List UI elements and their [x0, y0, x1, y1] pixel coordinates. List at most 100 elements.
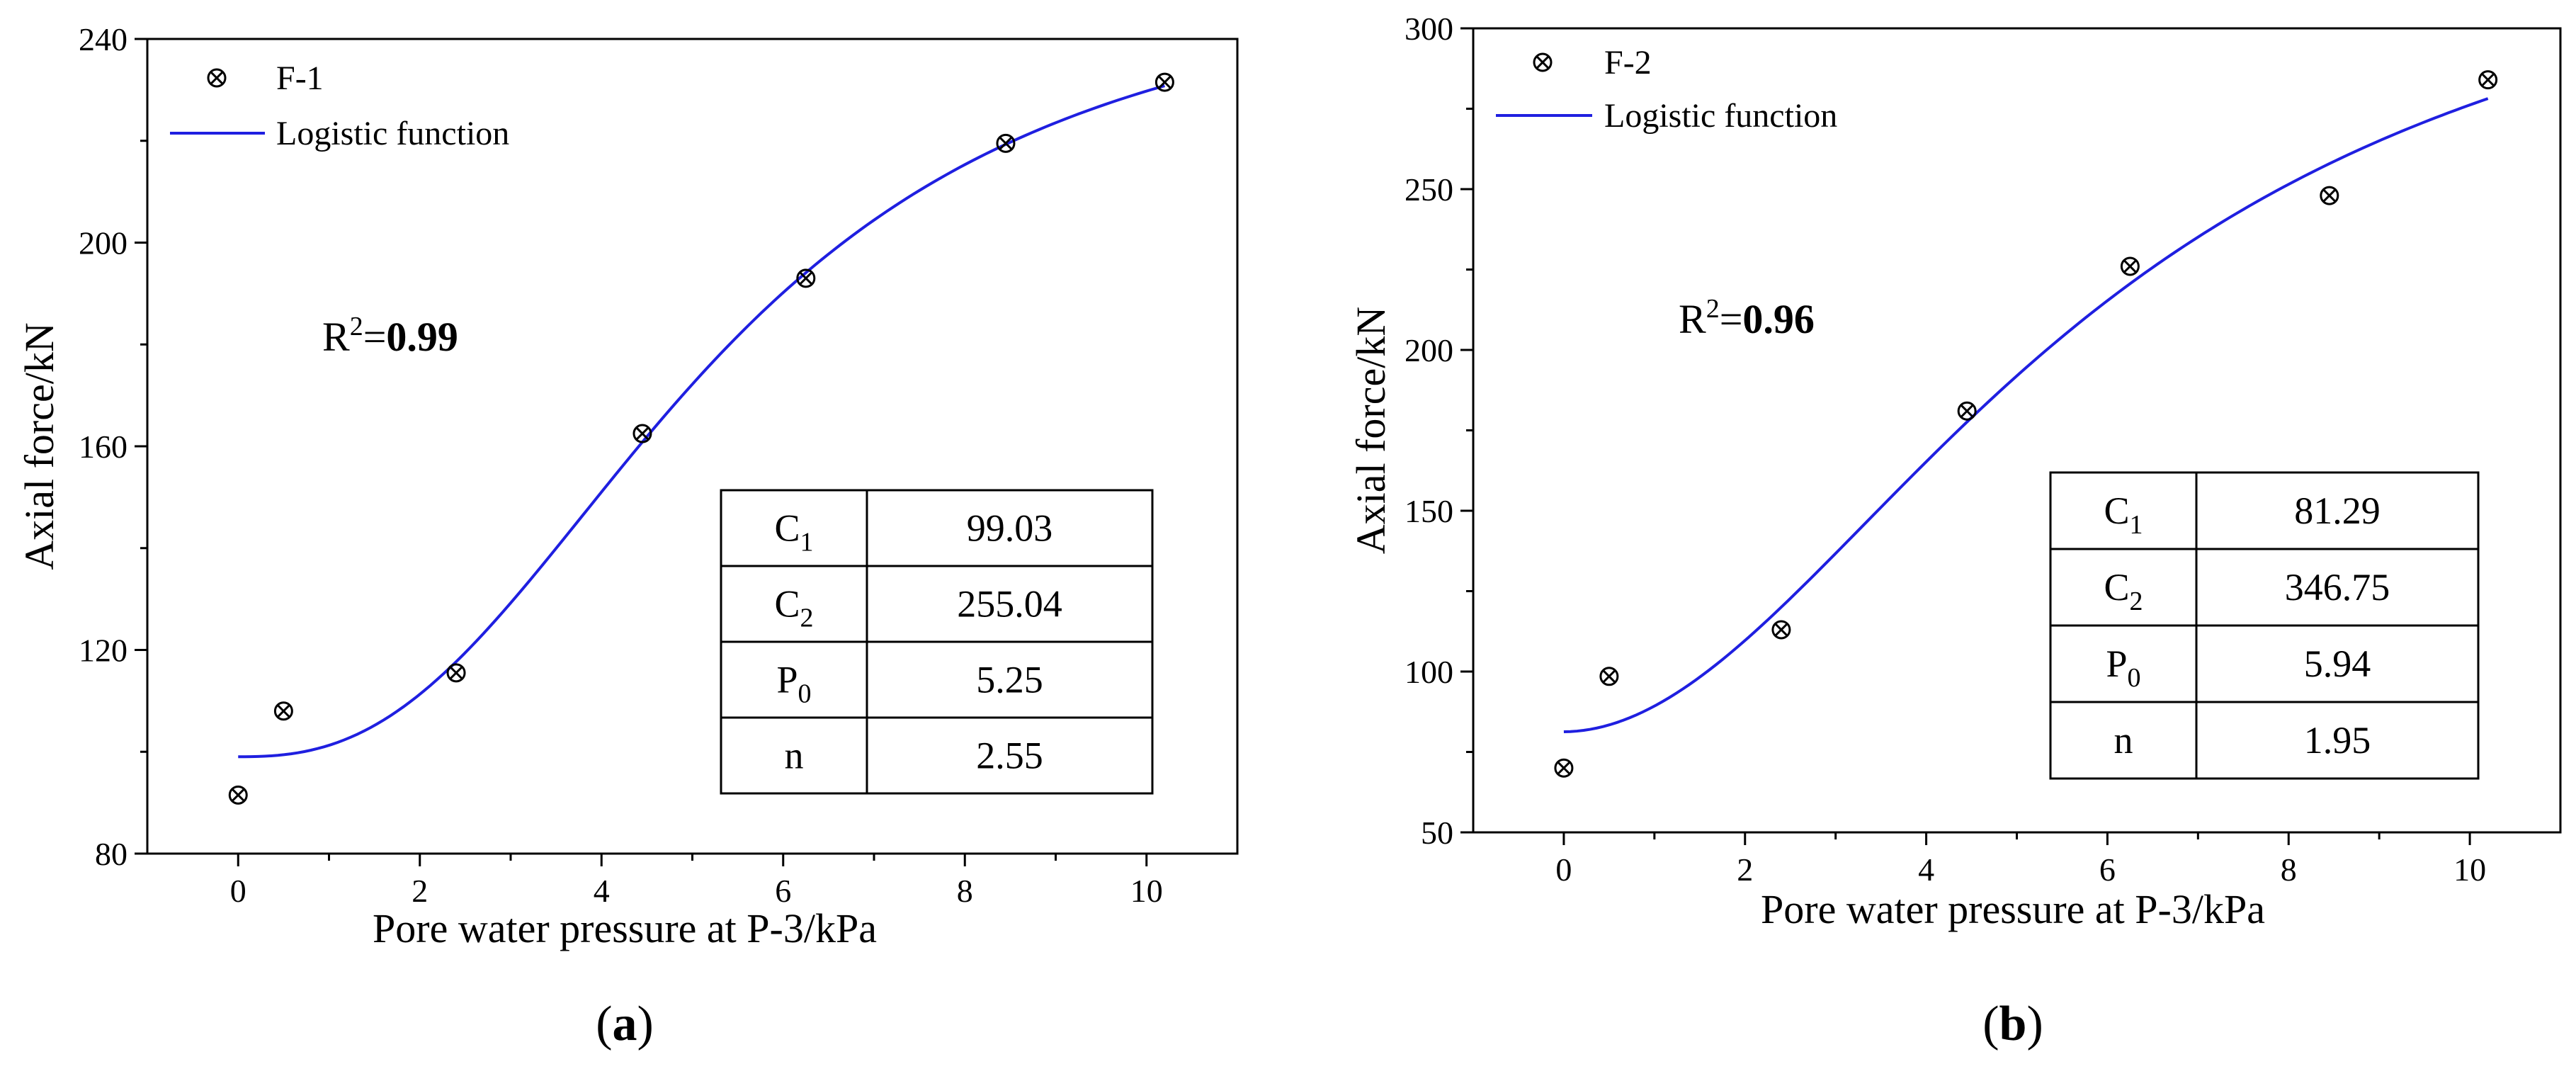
r2-annotation: R2=0.99 — [322, 312, 458, 360]
marker-cross — [276, 704, 291, 718]
table-param-value: 81.29 — [2294, 489, 2381, 532]
marker-circle — [228, 785, 248, 805]
panel-paren: ) — [637, 997, 654, 1051]
x-tick-label: 4 — [594, 873, 610, 909]
table-param-value: 2.55 — [976, 735, 1043, 777]
marker-circle — [1599, 667, 1619, 686]
table-param-name: C1 — [2104, 489, 2143, 540]
marker-cross — [635, 426, 649, 441]
data-point — [228, 785, 248, 805]
param-base: n — [2114, 719, 2133, 762]
y-tick-label: 200 — [1405, 332, 1453, 368]
table-param-value: 5.25 — [976, 659, 1043, 701]
marker-cross — [1960, 404, 1974, 418]
data-point — [2120, 256, 2140, 276]
marker-circle — [1554, 758, 1574, 778]
r2-superscript: 2 — [1706, 294, 1720, 324]
y-tick-label: 50 — [1421, 815, 1453, 851]
y-tick-label: 200 — [79, 225, 127, 261]
marker-circle — [207, 68, 227, 88]
panel-paren: ( — [596, 997, 612, 1051]
param-base: C — [774, 583, 800, 626]
y-tick-label: 80 — [95, 836, 127, 872]
table-param-value: 99.03 — [967, 507, 1053, 550]
marker-cross — [1557, 761, 1571, 775]
table-param-name: C2 — [774, 583, 813, 633]
marker-circle — [796, 268, 816, 288]
x-tick-label: 8 — [957, 873, 973, 909]
param-subscript: 0 — [798, 679, 812, 709]
x-tick-label: 0 — [230, 873, 246, 909]
marker-circle — [2320, 186, 2339, 205]
y-tick-label: 300 — [1405, 11, 1453, 47]
param-subscript: 2 — [2130, 587, 2143, 616]
fit-curve — [238, 84, 1165, 759]
legend-scatter-label: F-1 — [276, 60, 324, 97]
x-tick-label: 0 — [1555, 851, 1572, 888]
marker-cross — [799, 271, 813, 285]
marker-cross — [210, 71, 224, 85]
legend-line-label: Logistic function — [1604, 97, 1837, 135]
marker-circle — [273, 701, 293, 721]
y-axis-title: Axial force/kN — [1348, 307, 1394, 554]
param-base: n — [785, 735, 804, 777]
param-subscript: 1 — [800, 528, 814, 558]
x-tick-label: 4 — [1918, 851, 1934, 888]
data-point — [446, 663, 466, 683]
legend-scatter-label: F-2 — [1604, 44, 1652, 81]
marker-circle — [446, 663, 466, 683]
x-axis-title: Pore water pressure at P-3/kPa — [373, 905, 877, 951]
table-param-name: C2 — [2104, 566, 2143, 616]
table-param-value: 255.04 — [957, 583, 1062, 626]
marker-circle — [632, 424, 652, 443]
table-param-value: 1.95 — [2304, 719, 2371, 762]
legend: F-2 Logistic function — [1496, 44, 1837, 135]
marker-circle — [2120, 256, 2140, 276]
r2-value: 0.99 — [386, 314, 458, 360]
r2-prefix: R — [1679, 296, 1706, 342]
param-base: P — [2106, 643, 2127, 685]
data-point — [1599, 667, 1619, 686]
x-tick-label: 2 — [1737, 851, 1753, 888]
param-subscript: 1 — [2130, 510, 2143, 540]
marker-circle — [1533, 52, 1553, 72]
fit-curve — [1563, 97, 2489, 733]
x-tick-label: 6 — [775, 873, 791, 909]
r2-value: 0.96 — [1742, 296, 1815, 342]
legend: F-1 Logistic function — [170, 60, 509, 152]
marker-circle — [2478, 70, 2498, 90]
r2-equals: = — [1720, 296, 1743, 342]
panel-label: (a) — [596, 997, 654, 1051]
marker-cross — [1157, 75, 1172, 89]
marker-cross — [449, 666, 463, 680]
param-base: C — [774, 507, 800, 550]
data-point — [2320, 186, 2339, 205]
param-base: P — [776, 659, 798, 701]
marker-cross — [2480, 72, 2495, 87]
panel-letter: b — [1999, 997, 2027, 1051]
table-param-value: 5.94 — [2304, 643, 2371, 685]
table-param-name: P0 — [776, 659, 811, 709]
data-point — [1154, 72, 1174, 92]
legend-line-label: Logistic function — [276, 115, 509, 152]
y-tick-label: 100 — [1405, 654, 1453, 690]
param-base: C — [2104, 489, 2129, 532]
r2-prefix: R — [322, 314, 350, 360]
marker-circle — [1154, 72, 1174, 92]
x-tick-label: 10 — [2453, 851, 2486, 888]
panel-letter: a — [613, 997, 637, 1051]
param-subscript: 2 — [800, 604, 814, 633]
marker-circle — [1771, 620, 1791, 640]
marker-cross — [1602, 669, 1616, 684]
y-tick-label: 240 — [79, 21, 127, 57]
data-point — [996, 133, 1016, 153]
data-point — [1771, 620, 1791, 640]
table-param-value: 346.75 — [2285, 566, 2390, 609]
y-tick-label: 150 — [1405, 493, 1453, 529]
data-point — [632, 424, 652, 443]
x-tick-label: 10 — [1130, 873, 1163, 909]
